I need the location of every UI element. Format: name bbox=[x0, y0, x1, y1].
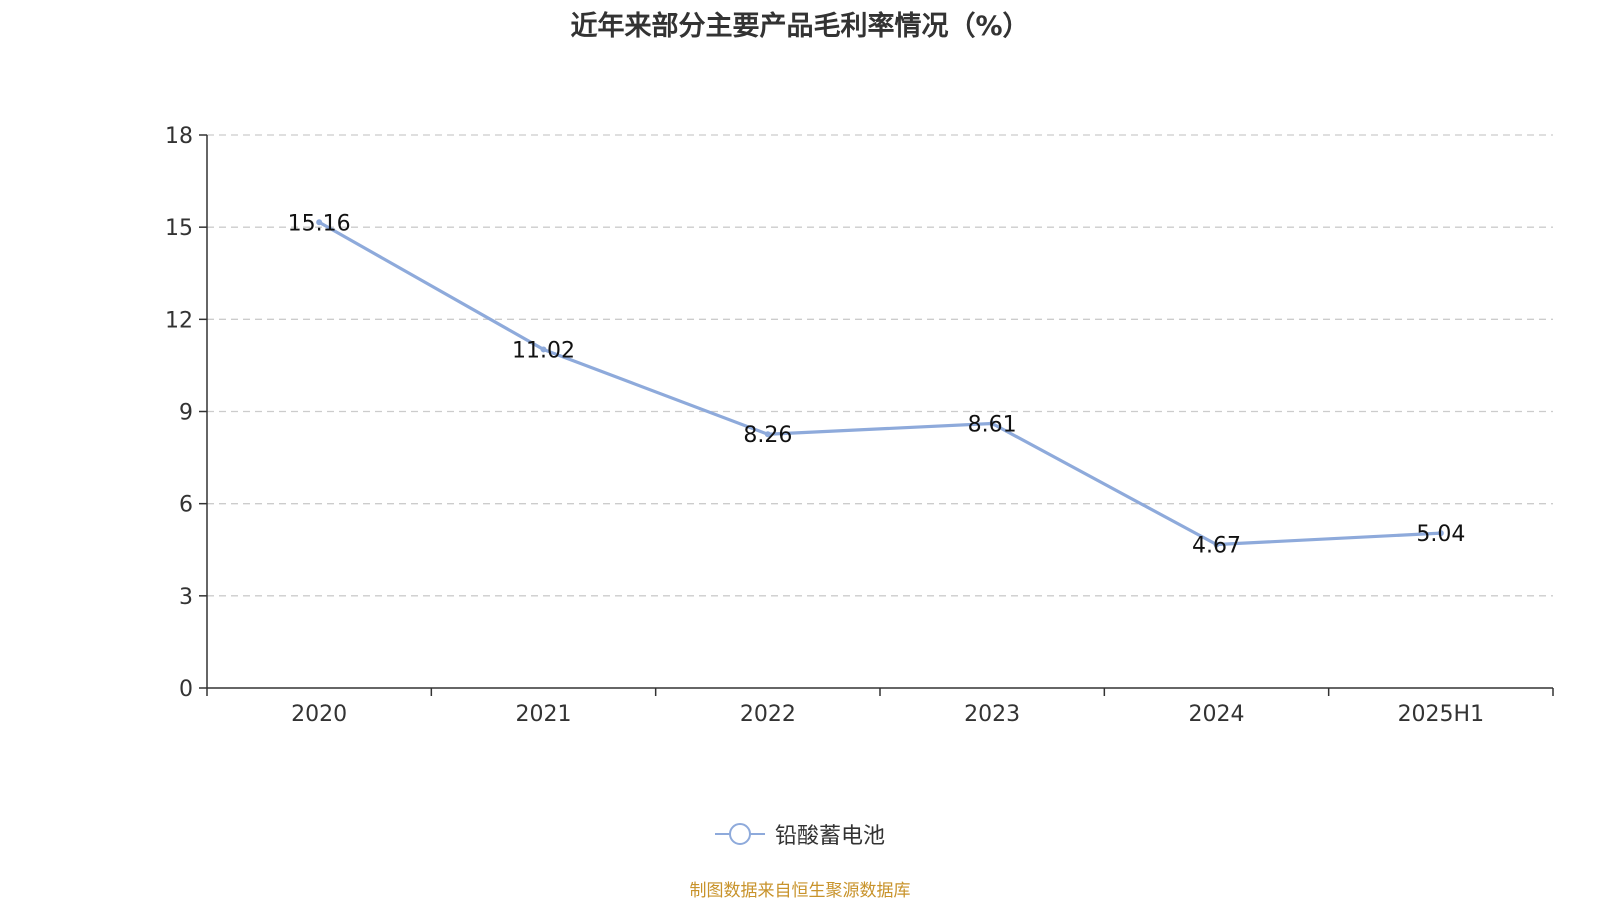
data-point[interactable] bbox=[989, 420, 996, 427]
source-note: 制图数据来自恒生聚源数据库 bbox=[689, 881, 911, 901]
data-label: 4.67 bbox=[1192, 534, 1241, 559]
y-tick-label: 6 bbox=[179, 493, 193, 518]
data-point[interactable] bbox=[1437, 530, 1444, 537]
x-tick-label: 2021 bbox=[516, 702, 572, 727]
data-label: 5.04 bbox=[1416, 522, 1465, 547]
x-tick-label: 2024 bbox=[1189, 702, 1245, 727]
data-point[interactable] bbox=[316, 219, 323, 226]
y-tick-label: 0 bbox=[179, 677, 193, 702]
legend[interactable]: 铅酸蓄电池 bbox=[0, 818, 1600, 850]
data-point[interactable] bbox=[540, 346, 547, 353]
y-tick-label: 18 bbox=[165, 124, 193, 149]
chart-title: 近年来部分主要产品毛利率情况（%） bbox=[570, 11, 1030, 42]
series-line bbox=[318, 220, 1441, 547]
y-tick-label: 9 bbox=[179, 401, 193, 426]
data-label: 8.26 bbox=[743, 423, 792, 448]
x-tick-label: 2022 bbox=[740, 702, 796, 727]
data-point[interactable] bbox=[764, 431, 771, 438]
data-label: 15.16 bbox=[288, 211, 351, 236]
y-tick-label: 3 bbox=[179, 585, 193, 610]
x-tick-label: 2020 bbox=[291, 702, 347, 727]
y-tick-label: 15 bbox=[165, 216, 193, 241]
data-label: 11.02 bbox=[512, 338, 575, 363]
legend-line-circle-icon bbox=[714, 823, 765, 845]
legend-label: 铅酸蓄电池 bbox=[774, 824, 885, 849]
x-tick-label: 2023 bbox=[964, 702, 1020, 727]
data-point[interactable] bbox=[1213, 541, 1220, 548]
data-label: 8.61 bbox=[968, 412, 1017, 437]
y-tick-label: 12 bbox=[165, 308, 193, 333]
x-tick-label: 2025H1 bbox=[1398, 702, 1485, 727]
